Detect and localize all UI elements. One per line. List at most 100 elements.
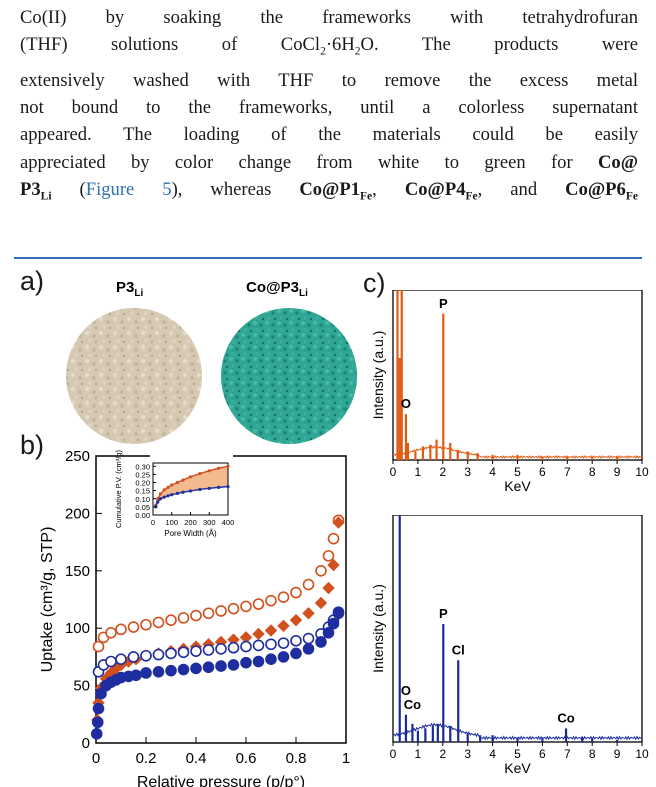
peak-label: Cl	[452, 642, 465, 657]
compound-name: Co@P4Fe	[404, 179, 478, 203]
data-point	[165, 664, 177, 677]
plot-frame	[392, 515, 643, 743]
inset-x-tick-label: 100	[165, 518, 178, 527]
x-tick-label: 3	[464, 465, 471, 479]
data-point	[92, 640, 105, 653]
x-tick-label: 0	[92, 750, 100, 767]
inset-data-point	[188, 475, 193, 479]
inset-data-point	[198, 487, 202, 492]
text-span: and	[510, 179, 538, 201]
spectrum-baseline	[392, 722, 643, 741]
inset-x-tick-label: 400	[222, 518, 235, 527]
data-point	[265, 653, 277, 665]
isotherm-chart: 0 50 100 150 200 250 0 0.2 0.4 0.6 0.8 1 Relative pr…	[39, 448, 350, 787]
data-point	[215, 605, 227, 617]
x-tick-label: 10	[635, 465, 649, 479]
data-point	[127, 621, 140, 633]
data-point	[92, 702, 105, 715]
data-point	[190, 645, 202, 657]
inset-data-point	[207, 469, 211, 473]
y-tick-label: 0	[82, 735, 90, 752]
x-tick-label: 0.8	[286, 750, 307, 767]
edx-spectrum-p3li: P O 0 1 2 3 4 5 6 7 8 9 10 KeV Intensity (a.u.)	[370, 290, 649, 494]
p3li-sample-disc	[66, 308, 202, 444]
inset-data-point	[170, 483, 174, 487]
paragraph-line: appreciated by color change from white t…	[20, 149, 638, 176]
x-tick-label: 7	[564, 747, 571, 761]
x-tick-label: 9	[614, 747, 621, 761]
data-point	[202, 607, 215, 620]
data-point	[140, 618, 152, 631]
x-tick-label: 0	[390, 747, 397, 761]
x-tick-label: 0.6	[236, 750, 257, 767]
inset-data-point	[162, 495, 166, 499]
panel-b-label: b)	[20, 430, 45, 460]
data-point	[177, 612, 190, 624]
text-span: Co(II) by soaking the frameworks with te…	[20, 7, 638, 28]
inset-x-tick-label: 300	[203, 518, 216, 527]
inset-data-point	[207, 486, 211, 490]
inset-y-tick-label: 0.20	[135, 479, 150, 488]
x-tick-label: 0.4	[186, 750, 207, 767]
inset-y-axis-label: Cumulative P.V. (cm³/g)	[114, 450, 123, 528]
inset-x-axis-label: Pore Width (Å)	[164, 529, 217, 538]
data-point	[227, 602, 240, 615]
data-point	[240, 656, 252, 669]
data-point	[322, 626, 335, 639]
data-point	[130, 669, 142, 682]
inset-data-point	[175, 491, 179, 495]
y-axis-label: Intensity (a.u.)	[370, 584, 386, 673]
x-tick-label: 4	[489, 747, 496, 761]
data-point	[277, 619, 290, 633]
inset-data-point	[181, 478, 185, 482]
paragraph-line: Co(II) by soaking the frameworks with te…	[20, 4, 638, 31]
inset-data-point	[158, 497, 163, 501]
data-point	[152, 616, 165, 629]
data-point	[277, 651, 290, 663]
data-point	[315, 636, 327, 648]
paragraph-line: not bound to the frameworks, until a col…	[20, 96, 638, 118]
subscript: 2	[354, 46, 361, 59]
data-point	[165, 614, 177, 626]
figure-5-link[interactable]: Figure 5	[85, 179, 172, 201]
data-point	[290, 635, 302, 647]
inset-data-point	[156, 500, 160, 504]
data-point	[115, 623, 127, 636]
data-point	[95, 687, 107, 700]
compound-name: P3Li	[20, 179, 52, 203]
paragraph-line: appeared. The loading of the materials c…	[20, 124, 638, 146]
text-span: O. The products were	[360, 34, 638, 56]
data-point	[327, 532, 340, 545]
inset-data-point	[166, 494, 170, 498]
data-point	[289, 613, 303, 627]
data-point	[315, 565, 327, 577]
data-point	[240, 600, 252, 613]
x-tick-label: 5	[514, 465, 521, 479]
data-point	[332, 516, 345, 529]
data-point	[177, 646, 190, 659]
inset-data-point	[175, 480, 179, 485]
paragraph-line: P3Li (Figure 5), whereas Co@P1Fe, Co@P4F…	[20, 179, 638, 203]
x-tick-label: 10	[635, 747, 649, 761]
data-point	[152, 666, 165, 678]
x-tick-label: 4	[489, 465, 496, 479]
x-tick-label: 6	[539, 747, 546, 761]
x-tick-label: 0	[390, 465, 397, 479]
x-tick-label: 3	[464, 747, 471, 761]
x-tick-label: 1	[342, 750, 350, 767]
data-point	[252, 627, 265, 641]
data-point	[215, 660, 227, 672]
inset-shaded-area	[155, 466, 228, 507]
data-point	[322, 581, 335, 595]
data-point	[165, 647, 177, 660]
x-tick-label: 7	[564, 465, 571, 479]
data-point	[277, 637, 290, 649]
panel-a-label: a)	[20, 266, 45, 296]
data-point	[215, 643, 227, 655]
peak-label: Co	[557, 710, 574, 725]
text-span: appreciated by color change from white t…	[20, 151, 573, 173]
inset-data-point	[188, 489, 193, 493]
inset-data-point	[198, 471, 202, 476]
data-point	[302, 607, 315, 620]
